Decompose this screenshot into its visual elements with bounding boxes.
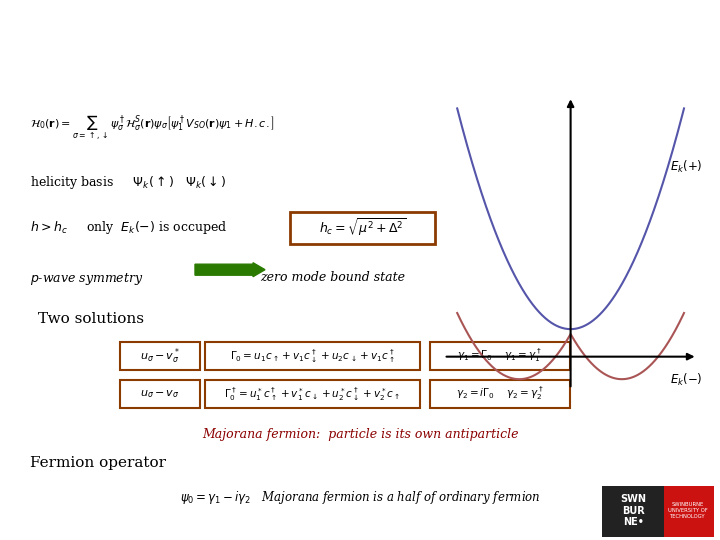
Text: $\gamma_2 = i\Gamma_0$    $\gamma_2 = \gamma^\dagger_2$: $\gamma_2 = i\Gamma_0$ $\gamma_2 = \gamm… <box>456 385 544 402</box>
Text: $\gamma_1 = \Gamma_0$    $\gamma_1 = \gamma^\dagger_1$: $\gamma_1 = \Gamma_0$ $\gamma_1 = \gamma… <box>457 347 543 365</box>
Text: $\psi_0 = \gamma_1 - i\gamma_2$   Majorana fermion is a half of ordinary fermion: $\psi_0 = \gamma_1 - i\gamma_2$ Majorana… <box>180 489 540 505</box>
Text: Majorana fermion:  particle is its own antiparticle: Majorana fermion: particle is its own an… <box>202 428 518 441</box>
Text: $p$-wave symmetry: $p$-wave symmetry <box>30 271 143 287</box>
Bar <box>430 342 570 370</box>
Text: $u_\sigma - v_\sigma$: $u_\sigma - v_\sigma$ <box>140 388 180 400</box>
Text: $E_k(+)$: $E_k(+)$ <box>670 158 703 174</box>
Bar <box>205 342 420 370</box>
Bar <box>120 380 200 408</box>
Text: SWINBURNE
UNIVERSITY OF
TECHNOLOGY: SWINBURNE UNIVERSITY OF TECHNOLOGY <box>668 502 708 519</box>
Bar <box>120 342 200 370</box>
Text: $\mathcal{H}_0(\mathbf{r}) = \sum_{\sigma=\uparrow,\downarrow} \psi^\dagger_\sig: $\mathcal{H}_0(\mathbf{r}) = \sum_{\sigm… <box>30 114 275 143</box>
Text: Fermion operator: Fermion operator <box>30 456 166 470</box>
Text: $\Gamma^\dagger_0 = u^*_1 c^\dagger_\uparrow + v^*_1 c_\downarrow + u^*_2 c^\dag: $\Gamma^\dagger_0 = u^*_1 c^\dagger_\upa… <box>224 386 401 402</box>
Text: helicity basis     $\Psi_k(\uparrow)$   $\Psi_k(\downarrow)$: helicity basis $\Psi_k(\uparrow)$ $\Psi_… <box>30 174 227 191</box>
Bar <box>290 212 435 244</box>
Text: $h_c = \sqrt{\mu^2 + \Delta^2}$: $h_c = \sqrt{\mu^2 + \Delta^2}$ <box>319 217 406 239</box>
Text: coupling: coupling <box>11 52 147 79</box>
Bar <box>205 380 420 408</box>
Bar <box>430 380 570 408</box>
Text: $\Gamma_0 = u_1 c_\uparrow + v_1 c^\dagger_\downarrow + u_2 c_\downarrow + v_1 c: $\Gamma_0 = u_1 c_\uparrow + v_1 c^\dagg… <box>230 347 395 364</box>
Bar <box>602 486 665 537</box>
Text: SWN
BUR
NE•: SWN BUR NE• <box>620 495 646 527</box>
FancyArrow shape <box>195 262 265 276</box>
Text: $h > h_c$     only  $E_k(-)$ is occuped: $h > h_c$ only $E_k(-)$ is occuped <box>30 219 228 235</box>
Bar <box>665 486 714 537</box>
Text: 2D trapped ultracold Fermi gas with SO: 2D trapped ultracold Fermi gas with SO <box>11 10 631 37</box>
Text: Two solutions: Two solutions <box>38 312 144 326</box>
Text: $E_k(-)$: $E_k(-)$ <box>670 372 703 388</box>
Text: zero mode bound state: zero mode bound state <box>260 271 405 284</box>
Text: $u_\sigma - v^*_\sigma$: $u_\sigma - v^*_\sigma$ <box>140 346 180 366</box>
